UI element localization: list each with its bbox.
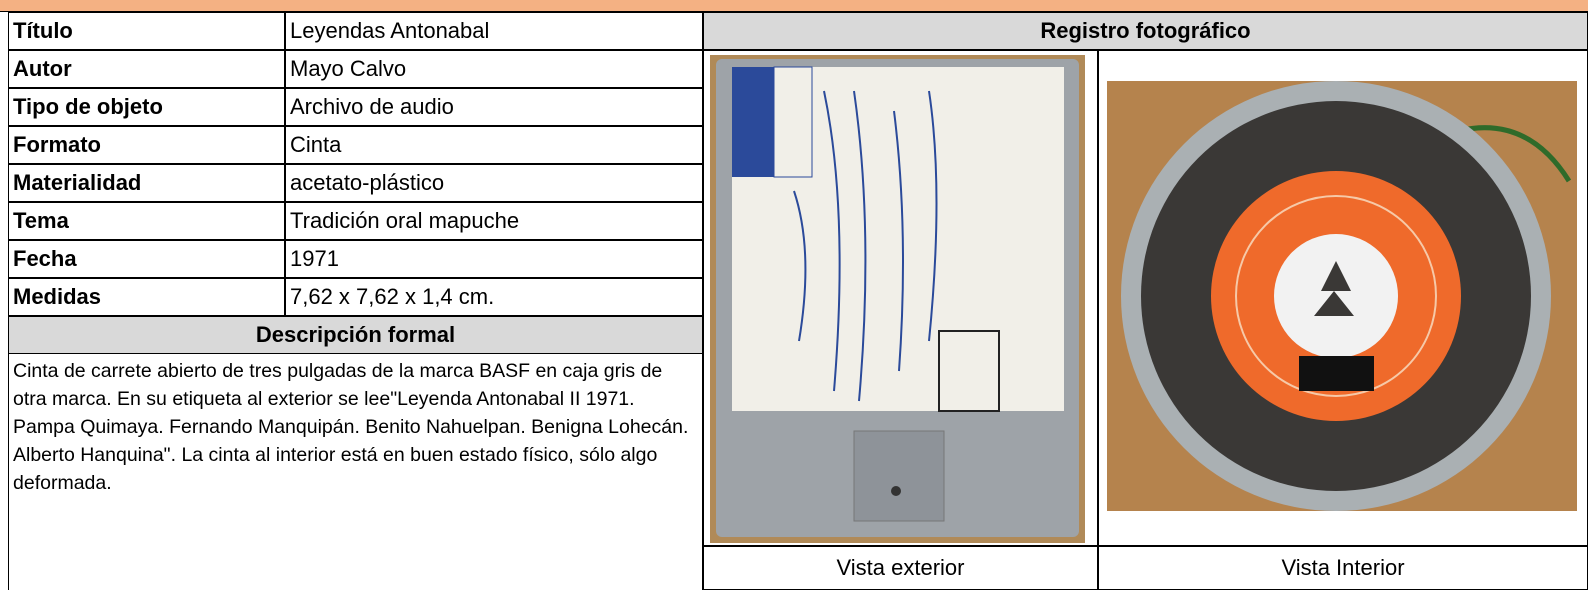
field-label: Tema (8, 202, 285, 240)
photos-title: Registro fotográfico (703, 12, 1588, 50)
caption: Vista Interior (1098, 546, 1588, 590)
header-bar (0, 0, 1588, 12)
photo-exterior (703, 50, 1098, 546)
field-value: 7,62 x 7,62 x 1,4 cm. (285, 278, 703, 316)
field-label: Autor (8, 50, 285, 88)
field-label: Materialidad (8, 164, 285, 202)
field-value: Tradición oral mapuche (285, 202, 703, 240)
field-value: Cinta (285, 126, 703, 164)
field-value: Leyendas Antonabal (285, 12, 703, 50)
description-text: Cinta de carrete abierto de tres pulgada… (8, 354, 703, 590)
field-label: Formato (8, 126, 285, 164)
field-label: Título (8, 12, 285, 50)
field-value: acetato-plástico (285, 164, 703, 202)
caption: Vista exterior (703, 546, 1098, 590)
field-value: Archivo de audio (285, 88, 703, 126)
field-label: Tipo de objeto (8, 88, 285, 126)
description-title: Descripción formal (8, 316, 703, 354)
photo-interior (1098, 50, 1588, 546)
field-value: Mayo Calvo (285, 50, 703, 88)
field-label: Fecha (8, 240, 285, 278)
field-label: Medidas (8, 278, 285, 316)
field-value: 1971 (285, 240, 703, 278)
